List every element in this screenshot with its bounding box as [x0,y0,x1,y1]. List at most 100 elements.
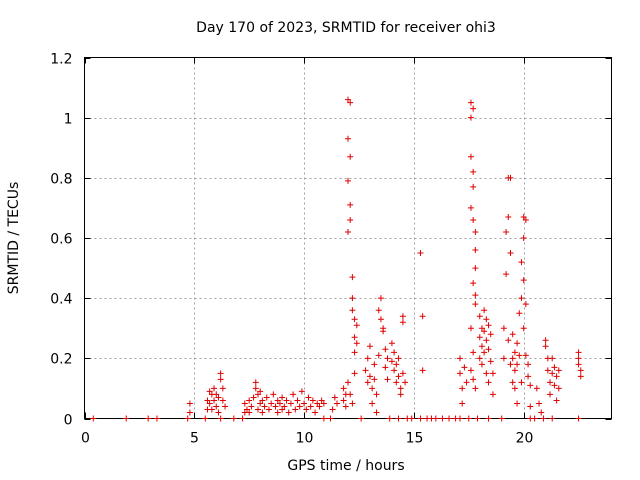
data-point [511,349,518,356]
data-point [575,355,582,362]
data-point [481,349,488,356]
data-point [485,346,492,353]
plot-frame [84,57,612,419]
data-point [472,301,479,308]
data-point [303,406,310,413]
data-point [206,400,213,407]
data-point [186,409,193,416]
data-point [345,135,351,142]
data-point [347,153,354,160]
data-point [507,361,514,368]
data-point [270,391,277,398]
data-point [340,397,347,404]
data-point [208,406,215,413]
data-point [307,403,314,410]
data-point [294,397,301,404]
data-point [500,325,507,332]
data-point [327,415,334,422]
data-point [377,295,384,302]
data-point [397,391,404,398]
data-point [518,259,525,266]
data-point [347,201,354,208]
data-point [498,415,505,422]
data-point [483,370,490,377]
data-point [476,355,483,362]
data-point [298,388,305,395]
data-point [211,385,218,392]
data-point [384,376,391,383]
data-point [514,340,521,347]
data-point [540,415,547,422]
data-point [274,409,281,416]
data-point [217,415,224,422]
data-point [465,415,472,422]
data-point [246,397,253,404]
data-point [222,403,229,410]
data-point [204,397,211,404]
data-point [419,367,426,374]
data-point [358,415,365,422]
data-point [467,153,474,160]
data-point [369,385,376,392]
data-point [250,394,257,401]
data-point [90,415,97,422]
data-point [241,400,248,407]
data-point [467,325,474,332]
data-point [481,328,488,335]
data-point [522,216,529,223]
data-point [263,394,270,401]
data-point [281,403,288,410]
data-point [272,403,279,410]
data-point [516,310,523,317]
data-point [478,361,485,368]
data-point [366,343,373,350]
data-point [520,325,527,332]
data-point [577,373,584,380]
y-tick-label: 0.6 [50,232,72,248]
data-point [549,370,556,377]
data-point [248,403,255,410]
data-point [472,265,479,272]
data-point [279,394,286,401]
data-point [349,274,356,281]
data-point [575,361,582,368]
data-point [485,379,492,386]
data-point [399,319,406,326]
data-point [456,415,463,422]
data-point [555,367,562,374]
data-point [314,400,321,407]
data-point [549,355,556,362]
data-point [347,391,354,398]
data-point [514,400,521,407]
data-point [483,337,490,344]
data-point [470,376,477,383]
data-point [257,388,264,395]
data-point [215,394,222,401]
data-point [213,403,220,410]
data-point [470,280,477,287]
x-tick-label: 10 [296,431,314,447]
data-point [408,415,415,422]
data-point [312,409,319,416]
data-point [520,213,527,220]
data-point [522,301,529,308]
data-point [527,403,534,410]
data-point [551,382,558,389]
data-point [575,349,582,356]
data-point [520,277,527,284]
data-point [353,322,360,329]
data-point [459,400,466,407]
data-point [184,415,191,422]
data-point [391,349,398,356]
data-point [395,373,402,380]
data-point [391,367,398,374]
data-point [239,415,246,422]
data-point [417,250,424,257]
data-point [364,355,371,362]
data-point [472,247,479,254]
data-point [351,349,358,356]
data-point [362,367,369,374]
data-point [371,376,378,383]
chart-title: Day 170 of 2023, SRMTID for receiver ohi… [196,20,496,36]
data-point [382,364,389,371]
